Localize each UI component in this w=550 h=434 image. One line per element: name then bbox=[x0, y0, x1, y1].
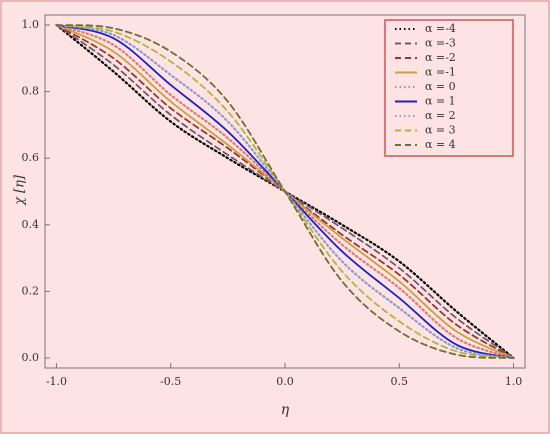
legend-label: α =-1 bbox=[425, 66, 456, 79]
legend-label: α = 3 bbox=[425, 124, 456, 137]
y-tick-label: 0.2 bbox=[22, 284, 40, 297]
legend-label: α = 1 bbox=[425, 95, 456, 108]
x-tick-label: 0.0 bbox=[276, 375, 294, 388]
x-tick-label: 1.0 bbox=[505, 375, 523, 388]
y-tick-label: 0.0 bbox=[22, 351, 40, 364]
y-tick-label: 0.8 bbox=[22, 85, 40, 98]
y-tick-label: 1.0 bbox=[22, 18, 40, 31]
y-tick-label: 0.4 bbox=[22, 218, 40, 231]
x-tick-label: 0.5 bbox=[391, 375, 409, 388]
x-tick-label: -1.0 bbox=[46, 375, 67, 388]
y-axis-label: χ [η] bbox=[13, 174, 28, 206]
series-line bbox=[55, 24, 515, 359]
legend-label: α = 0 bbox=[425, 80, 456, 93]
x-tick-label: -0.5 bbox=[160, 375, 181, 388]
legend-label: α = 2 bbox=[425, 109, 456, 122]
legend-label: α =-4 bbox=[425, 22, 456, 35]
legend-label: α = 4 bbox=[425, 138, 456, 151]
x-axis-label: η bbox=[281, 402, 290, 418]
series-line bbox=[55, 23, 515, 360]
legend: α =-4 α =-3α =-2 α =-1α = 0 α = 1α = 2 α = 3… bbox=[384, 19, 514, 157]
legend-label: α =-3 bbox=[425, 37, 456, 50]
y-tick-label: 0.6 bbox=[22, 151, 40, 164]
legend-label: α =-2 bbox=[425, 51, 456, 64]
